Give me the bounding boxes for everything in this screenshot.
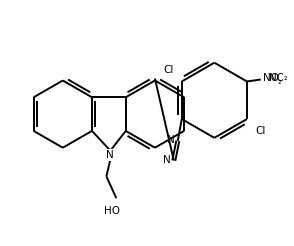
Text: ₂: ₂ [278, 77, 281, 86]
Text: Cl: Cl [255, 126, 265, 136]
Text: N: N [106, 150, 114, 160]
Text: N: N [167, 135, 175, 145]
Text: HO: HO [104, 206, 120, 216]
Text: NO: NO [263, 73, 279, 82]
Text: N: N [163, 154, 171, 165]
Text: ₂: ₂ [284, 73, 287, 82]
Text: Cl: Cl [163, 64, 174, 75]
Text: NO: NO [269, 73, 285, 82]
